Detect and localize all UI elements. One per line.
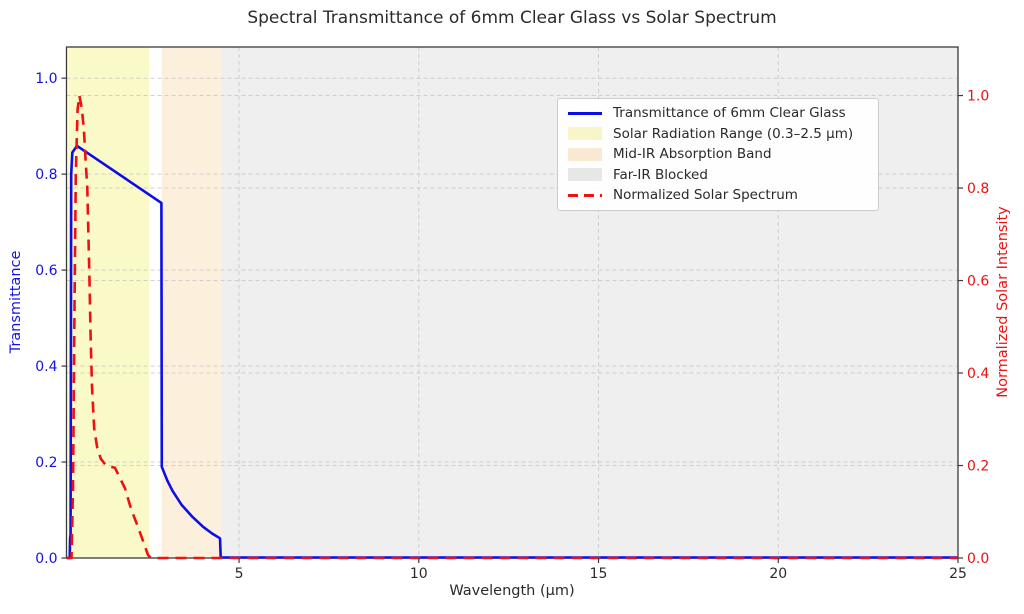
legend-key-mid-ir-patch-icon	[568, 147, 602, 161]
legend-label: Mid-IR Absorption Band	[613, 146, 772, 163]
tick-label: 1.0	[35, 71, 57, 87]
solar-spectrum-line	[66, 94, 958, 560]
chart-title: Spectral Transmittance of 6mm Clear Glas…	[247, 8, 777, 28]
y-axis-label-left: Transmittance	[8, 250, 24, 354]
legend-item-solar-range: Solar Radiation Range (0.3–2.5 µm)	[568, 124, 868, 145]
legend-item-far-ir: Far-IR Blocked	[568, 165, 868, 186]
transmittance-line	[66, 144, 958, 560]
tick-label: 25	[949, 566, 967, 582]
legend-key-solar-spectrum-line-icon	[568, 189, 602, 202]
tick-label: 0.2	[967, 459, 989, 475]
data-series	[66, 94, 958, 560]
legend-item-solar-spectrum: Normalized Solar Spectrum	[568, 185, 868, 206]
tick-label: 0.6	[967, 274, 989, 290]
x-axis-label: Wavelength (µm)	[449, 583, 575, 599]
tick-label: 0.2	[35, 455, 57, 471]
axis-tick-labels: 5 10 15 20 250.00.20.40.60.81.00.00.20.40.60…	[35, 71, 989, 582]
tick-label: 1.0	[967, 89, 989, 105]
band-solar-radiation-range	[68, 47, 150, 558]
tick-label: 0.0	[35, 551, 57, 567]
tick-label: 0.8	[967, 181, 989, 197]
tick-label: 15	[590, 566, 608, 582]
tick-label: 10	[410, 566, 428, 582]
tick-label: 0.4	[967, 366, 989, 382]
band-mid-ir-absorption	[161, 47, 222, 558]
tick-label: 20	[769, 566, 787, 582]
tick-label: 0.6	[35, 263, 57, 279]
axis-ticks	[61, 77, 963, 563]
legend-item-mid-ir: Mid-IR Absorption Band	[568, 144, 868, 165]
y-axis-label-right: Normalized Solar Intensity	[995, 206, 1011, 398]
legend-label: Normalized Solar Spectrum	[613, 187, 798, 204]
legend-key-solar-range-patch-icon	[568, 127, 602, 141]
legend-label: Solar Radiation Range (0.3–2.5 µm)	[613, 125, 854, 142]
legend-key-far-ir-patch-icon	[568, 168, 602, 182]
legend-item-transmittance: Transmittance of 6mm Clear Glass	[568, 103, 868, 124]
legend: Transmittance of 6mm Clear Glass Solar R…	[557, 98, 879, 211]
tick-label: 0.8	[35, 167, 57, 183]
legend-label: Transmittance of 6mm Clear Glass	[613, 105, 846, 122]
tick-label: 0.0	[967, 551, 989, 567]
tick-label: 5	[235, 566, 244, 582]
legend-key-transmittance-line-icon	[568, 107, 602, 120]
legend-label: Far-IR Blocked	[613, 166, 708, 183]
tick-label: 0.4	[35, 359, 57, 375]
